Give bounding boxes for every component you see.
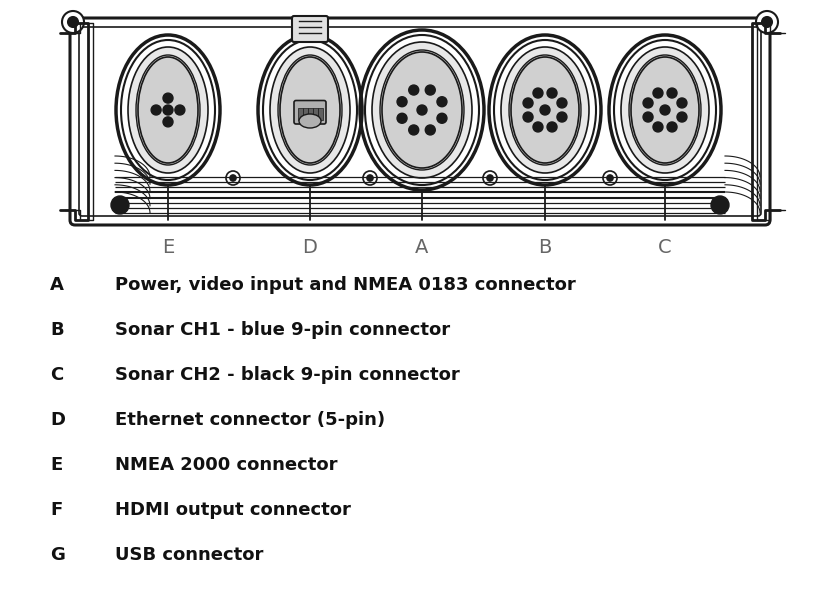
Circle shape [653,122,663,132]
Circle shape [557,112,567,122]
Circle shape [226,171,240,185]
Ellipse shape [380,50,464,170]
Circle shape [111,196,129,214]
Circle shape [425,125,435,135]
Bar [312,108,318,120]
Circle shape [163,93,173,103]
Ellipse shape [128,47,208,173]
Circle shape [417,105,427,115]
Circle shape [437,97,447,107]
FancyBboxPatch shape [294,100,326,124]
Circle shape [653,88,663,98]
Text: D: D [50,411,65,429]
Ellipse shape [382,52,462,168]
Text: USB connector: USB connector [115,546,264,564]
Circle shape [547,88,557,98]
Circle shape [62,11,84,33]
Text: Ethernet connector (5-pin): Ethernet connector (5-pin) [115,411,385,429]
Circle shape [643,112,653,122]
Circle shape [151,105,161,115]
Circle shape [523,112,533,122]
Circle shape [756,11,778,33]
Circle shape [363,171,377,185]
Circle shape [607,175,613,181]
Ellipse shape [278,55,342,165]
Circle shape [397,113,407,123]
Circle shape [397,97,407,107]
Circle shape [523,98,533,108]
Circle shape [667,122,677,132]
Bar [302,108,307,120]
Text: Sonar CH2 - black 9-pin connector: Sonar CH2 - black 9-pin connector [115,366,459,384]
Circle shape [533,88,543,98]
Bar [307,108,312,120]
Text: HDMI output connector: HDMI output connector [115,501,351,519]
Text: D: D [302,238,318,257]
Text: B: B [538,238,552,257]
Ellipse shape [629,55,701,165]
Text: G: G [50,546,65,564]
Circle shape [409,85,418,95]
Circle shape [603,171,617,185]
Circle shape [230,175,236,181]
Circle shape [667,88,677,98]
Ellipse shape [509,55,581,165]
Bar [318,108,323,120]
Circle shape [540,105,550,115]
Ellipse shape [138,57,198,163]
Bar [297,108,302,120]
Circle shape [487,175,493,181]
Circle shape [677,98,687,108]
Ellipse shape [501,47,589,173]
Circle shape [547,122,557,132]
FancyBboxPatch shape [70,18,770,225]
Circle shape [163,105,173,115]
Circle shape [483,171,497,185]
Text: F: F [50,501,62,519]
Ellipse shape [511,57,579,163]
Text: C: C [659,238,672,257]
Circle shape [163,117,173,127]
Circle shape [533,122,543,132]
Circle shape [557,98,567,108]
Ellipse shape [270,47,350,173]
Circle shape [660,105,670,115]
Circle shape [68,17,78,27]
Text: C: C [50,366,63,384]
Ellipse shape [136,55,200,165]
Text: A: A [50,276,64,294]
Circle shape [677,112,687,122]
Circle shape [762,17,772,27]
Circle shape [643,98,653,108]
Circle shape [711,196,729,214]
Ellipse shape [280,57,340,163]
Circle shape [175,105,185,115]
Text: E: E [50,456,62,474]
FancyBboxPatch shape [292,16,328,42]
Text: Power, video input and NMEA 0183 connector: Power, video input and NMEA 0183 connect… [115,276,575,294]
Ellipse shape [299,114,321,128]
Circle shape [409,125,418,135]
Circle shape [367,175,373,181]
Text: A: A [415,238,428,257]
Text: B: B [50,321,64,339]
Text: E: E [162,238,174,257]
Text: NMEA 2000 connector: NMEA 2000 connector [115,456,338,474]
Ellipse shape [631,57,699,163]
Text: Sonar CH1 - blue 9-pin connector: Sonar CH1 - blue 9-pin connector [115,321,450,339]
Circle shape [425,85,435,95]
Circle shape [437,113,447,123]
Ellipse shape [621,47,709,173]
Ellipse shape [372,42,472,178]
